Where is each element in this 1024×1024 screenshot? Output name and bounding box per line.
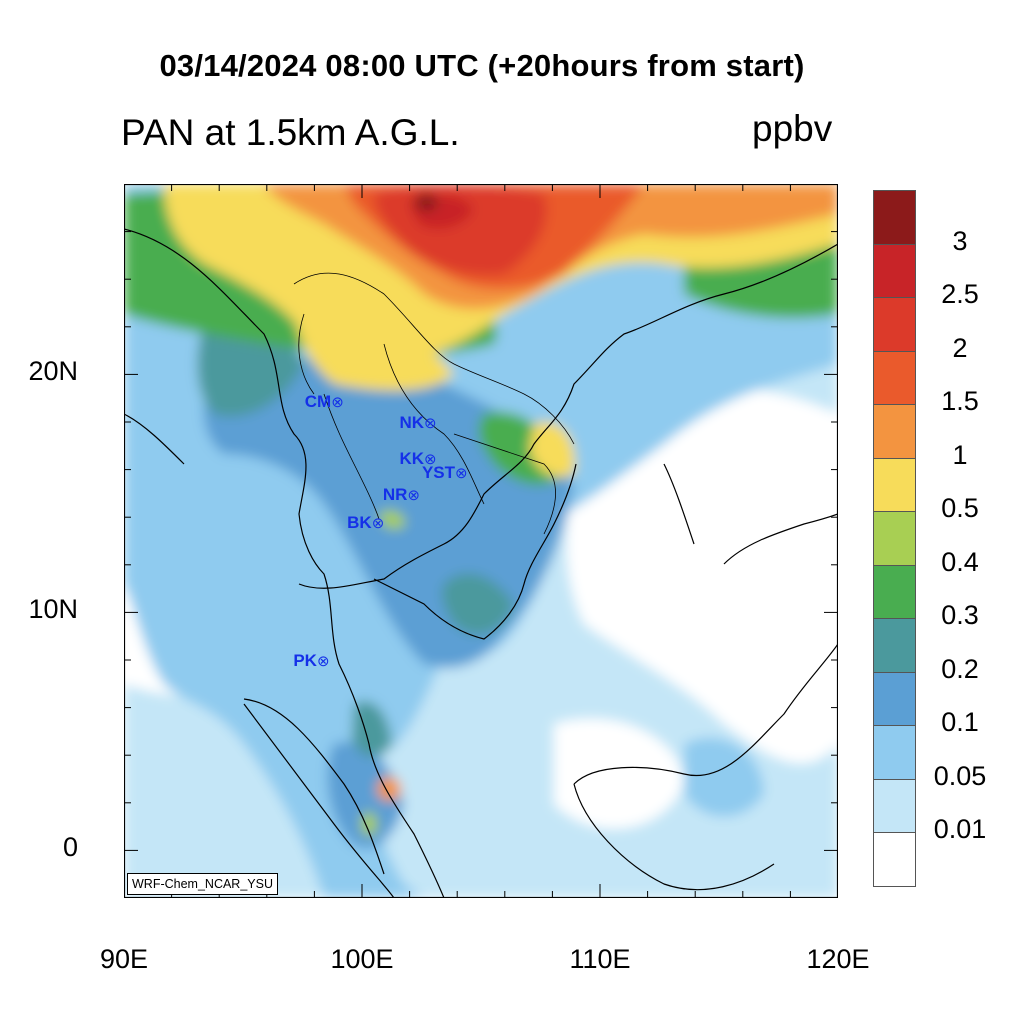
x-tick-label: 120E [806, 944, 870, 974]
y-tick-label: 20N [28, 356, 78, 387]
legend-color-box [873, 832, 916, 887]
legend-color-box [873, 404, 916, 458]
station-marker: NR ⊗ [352, 485, 420, 505]
station-label: PK [293, 651, 317, 671]
legend-color-box [873, 511, 916, 565]
legend-color-box [873, 778, 916, 832]
tick-marks [124, 184, 838, 898]
station-circle-x-icon: ⊗ [316, 653, 330, 671]
station-label: NR [382, 484, 408, 504]
station-circle-x-icon: ⊗ [424, 415, 437, 433]
legend-label: 0.01 [933, 814, 987, 844]
legend-label: 0.2 [941, 653, 979, 684]
station-label: CM [304, 391, 332, 411]
legend-color-box [873, 350, 916, 404]
station-marker: KK ⊗ [369, 449, 437, 469]
legend-color-box [873, 618, 916, 672]
legend-color-box [873, 564, 916, 618]
legend-label: 2.5 [941, 279, 979, 309]
map-title: 03/14/2024 08:00 UTC (+20hours from star… [159, 48, 805, 83]
legend-color-box [873, 457, 916, 511]
map-frame [124, 184, 838, 898]
model-credit: WRF-Chem_NCAR_YSU [127, 873, 278, 895]
map-panel: CM ⊗ NK ⊗ KK ⊗ YST ⊗ NR ⊗ BK ⊗ PK ⊗ WRF-Chem_NCAR_YSU [124, 184, 838, 898]
legend-label: 1.5 [941, 386, 979, 416]
legend-color-box [873, 297, 916, 351]
legend-color-box [873, 725, 916, 779]
station-label: YST [421, 463, 455, 483]
legend-color-box [873, 243, 916, 297]
station-marker: CM ⊗ [276, 392, 344, 412]
units-label: ppbv [752, 108, 833, 149]
legend-label: 2 [952, 332, 968, 363]
station-circle-x-icon: ⊗ [407, 486, 420, 504]
station-marker: PK ⊗ [262, 651, 330, 671]
concentration-field [124, 184, 838, 898]
variable-label: PAN at 1.5km A.G.L. [121, 112, 460, 153]
legend-label: 0.4 [941, 546, 979, 577]
color-legend [873, 190, 916, 887]
map-canvas [124, 184, 838, 898]
x-tick-label: 100E [330, 944, 394, 974]
legend-label: 0.5 [941, 493, 979, 523]
y-tick-label: 0 [62, 832, 78, 863]
legend-color-box [873, 190, 916, 244]
coastlines [124, 228, 838, 898]
station-circle-x-icon: ⊗ [424, 451, 437, 469]
station-marker: YST ⊗ [400, 463, 468, 483]
y-tick-label: 10N [28, 594, 78, 625]
legend-label: 1 [952, 439, 968, 470]
x-tick-label: 110E [569, 944, 631, 974]
station-circle-x-icon: ⊗ [455, 465, 468, 483]
station-label: NK [399, 413, 425, 433]
legend-label: 0.1 [941, 707, 979, 737]
station-circle-x-icon: ⊗ [371, 515, 385, 533]
legend-label: 3 [952, 225, 968, 256]
station-marker: NK ⊗ [369, 413, 437, 433]
legend-label: 0.3 [941, 600, 979, 630]
legend-label: 0.05 [933, 760, 987, 791]
x-tick-label: 90E [99, 944, 149, 974]
station-label: BK [347, 513, 372, 533]
station-marker: BK ⊗ [316, 513, 384, 533]
station-label: KK [399, 449, 425, 469]
country-borders [293, 272, 575, 535]
legend-color-box [873, 671, 916, 725]
station-circle-x-icon: ⊗ [331, 393, 344, 411]
